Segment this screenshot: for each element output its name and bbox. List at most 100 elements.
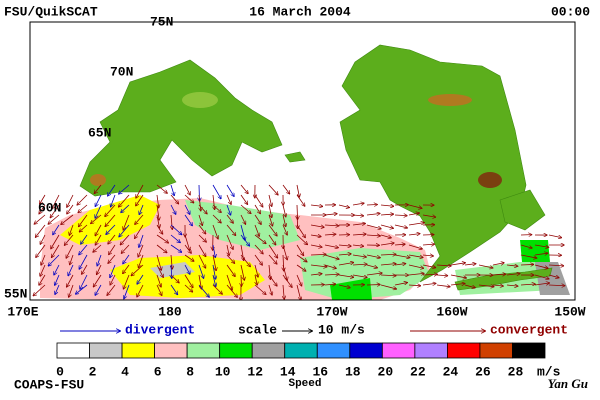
wind-arrow: [69, 284, 74, 297]
wind-arrow: [254, 234, 266, 243]
wind-arrow: [240, 234, 249, 246]
wind-arrow: [408, 204, 422, 208]
wind-arrow: [380, 275, 396, 276]
wind-arrow: [282, 274, 292, 287]
wind-arrow: [464, 284, 475, 288]
wind-arrow: [520, 254, 537, 258]
lat-label: 60N: [38, 200, 61, 215]
wind-arrow: [520, 264, 534, 265]
wind-arrow: [296, 194, 305, 206]
wind-arrow: [296, 274, 302, 286]
wind-arrow: [254, 264, 258, 277]
wind-arrow: [198, 224, 206, 234]
wind-arrow: [119, 184, 130, 194]
wind-arrow: [310, 254, 326, 255]
wind-arrow: [534, 253, 548, 255]
colorbar-swatch: [154, 342, 188, 359]
wind-arrow: [254, 224, 259, 236]
wind-arrow: [64, 234, 74, 245]
wind-arrow: [212, 184, 221, 199]
wind-arrow: [79, 254, 88, 269]
wind-arrow: [534, 274, 549, 279]
colorbar-label: 16: [312, 364, 328, 379]
wind-arrow: [111, 194, 116, 207]
colorbar-label: 20: [378, 364, 394, 379]
wind-arrow: [352, 264, 367, 265]
wind-arrow: [492, 263, 504, 265]
wind-arrow: [380, 254, 396, 255]
wind-arrow: [548, 265, 564, 266]
wind-arrow: [184, 184, 190, 195]
wind-arrow: [213, 194, 215, 209]
wind-arrow: [105, 214, 116, 226]
wind-arrow: [156, 214, 159, 228]
colorbar-swatch: [186, 342, 221, 359]
wind-arrow: [123, 264, 130, 273]
wind-arrow: [296, 284, 301, 300]
wind-arrow: [170, 274, 179, 283]
colorbar-label: 4: [121, 364, 129, 379]
wind-arrow: [40, 264, 46, 276]
wind-arrow: [55, 284, 60, 294]
wind-arrow: [135, 224, 144, 238]
colorbar-label: 2: [89, 364, 97, 379]
wind-arrow: [106, 224, 116, 234]
wind-arrow: [283, 284, 284, 299]
wind-arrow: [296, 244, 303, 255]
wind-arrow: [137, 274, 144, 284]
legend-divergent: divergent: [125, 322, 195, 337]
wind-arrow: [123, 214, 130, 230]
wind-arrow: [366, 264, 377, 268]
wind-arrow: [282, 214, 286, 227]
wind-arrow: [120, 234, 130, 245]
wind-arrow: [436, 265, 451, 266]
wind-arrow: [366, 213, 380, 215]
wind-arrow: [268, 184, 278, 195]
wind-arrow: [40, 234, 46, 244]
wind-arrow: [226, 224, 236, 235]
wind-arrow: [184, 194, 194, 203]
wind-arrow: [268, 204, 272, 217]
wind-arrow: [296, 184, 299, 197]
wind-arrow: [136, 184, 144, 198]
wind-arrow: [394, 244, 405, 245]
wind-arrow: [54, 264, 60, 275]
wind-arrow: [123, 274, 130, 289]
wind-arrow: [366, 235, 380, 236]
wind-arrow: [506, 274, 520, 275]
wind-arrow: [156, 204, 159, 220]
wind-arrow: [380, 205, 394, 206]
wind-arrow: [156, 274, 161, 287]
wind-arrow: [422, 214, 436, 217]
colorbar-swatch: [121, 342, 155, 359]
header-left: FSU/QuikSCAT: [4, 4, 98, 19]
wind-arrow: [55, 274, 60, 285]
wind-arrow: [520, 244, 532, 248]
wind-arrow: [268, 234, 276, 245]
wind-arrow: [282, 204, 286, 217]
wind-arrow: [422, 283, 436, 285]
speed-region: [110, 255, 265, 298]
colorbar-swatch: [219, 342, 253, 359]
wind-arrow: [310, 265, 327, 267]
footer-left: COAPS-FSU: [14, 377, 84, 392]
wind-arrow: [408, 254, 423, 257]
wind-arrow: [184, 204, 190, 214]
wind-arrow: [108, 184, 116, 196]
colorbar-label: 8: [186, 364, 194, 379]
colorbar-label: 22: [410, 364, 426, 379]
wind-arrow: [324, 234, 336, 235]
wind-arrow: [105, 204, 116, 216]
colorbar-label: 24: [443, 364, 459, 379]
wind-arrow: [198, 234, 206, 242]
wind-arrow: [139, 204, 144, 214]
colorbar-label: 26: [475, 364, 491, 379]
legend-scale: scale: [238, 322, 277, 337]
speed-region: [60, 195, 160, 245]
land-chukotka: [79, 59, 283, 197]
wind-arrow: [408, 273, 424, 275]
colorbar-swatch: [512, 342, 546, 359]
wind-arrow: [380, 284, 396, 289]
wind-arrow: [422, 255, 433, 256]
wind-arrow: [226, 254, 234, 263]
